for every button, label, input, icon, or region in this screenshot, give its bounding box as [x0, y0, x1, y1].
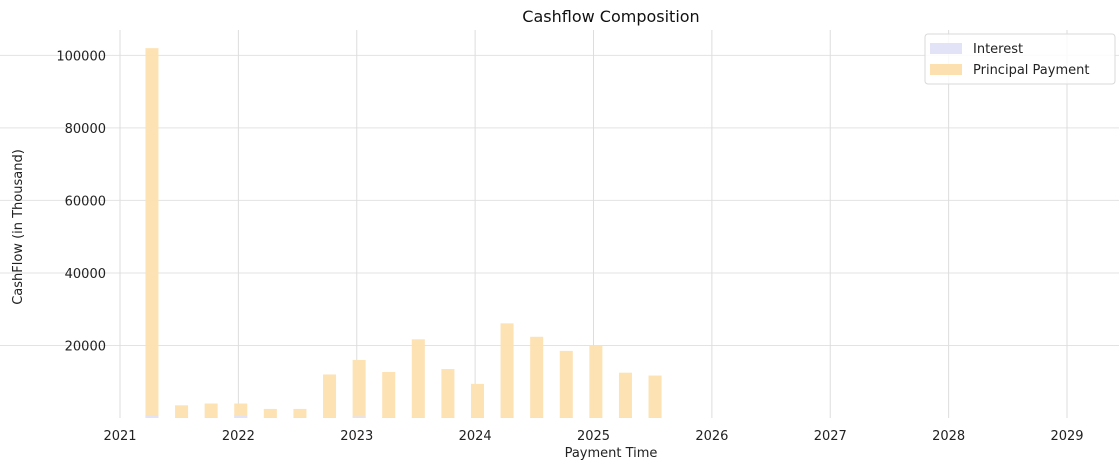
- bar-interest: [204, 417, 218, 418]
- y-tick-label: 40000: [65, 267, 106, 282]
- bar-principal-payment: [618, 372, 632, 418]
- x-axis-title: Payment Time: [565, 446, 658, 461]
- bar-interest: [530, 417, 544, 418]
- y-axis-title: CashFlow (in Thousand): [11, 149, 26, 305]
- x-tick-label: 2027: [814, 429, 847, 444]
- bar-interest: [648, 417, 662, 418]
- bar-principal-payment: [204, 403, 218, 418]
- bar-interest: [382, 417, 396, 418]
- x-tick-label: 2026: [695, 429, 728, 444]
- legend-label-interest: Interest: [973, 42, 1023, 57]
- bar-interest: [175, 417, 189, 418]
- bar-principal-payment: [382, 371, 396, 418]
- x-tick-labels: 2021 2022 2023 2024 2025 2026 2027 2028 2029: [103, 429, 1083, 444]
- bar-principal-payment: [145, 48, 159, 419]
- x-tick-label: 2029: [1050, 429, 1083, 444]
- bar-principal-payment: [500, 323, 514, 418]
- x-tick-label: 2025: [577, 429, 610, 444]
- bar-interest: [470, 417, 485, 418]
- x-tick-label: 2022: [222, 429, 255, 444]
- grid-layer: [0, 30, 1119, 418]
- bar-interest: [234, 415, 248, 418]
- bar-principal-payment: [263, 408, 277, 418]
- y-tick-label: 20000: [65, 339, 106, 354]
- bar-principal-payment: [441, 369, 455, 418]
- x-tick-label: 2021: [103, 429, 136, 444]
- y-tick-label: 80000: [65, 122, 106, 137]
- bar-interest: [411, 417, 425, 418]
- chart-title: Cashflow Composition: [522, 7, 699, 26]
- x-tick-label: 2028: [932, 429, 965, 444]
- bar-principal-payment: [530, 336, 544, 418]
- bar-interest: [589, 417, 603, 418]
- legend-box: [924, 33, 1116, 85]
- bar-principal-payment: [589, 345, 603, 418]
- x-tick-label: 2024: [459, 429, 492, 444]
- bar-principal-payment: [648, 375, 662, 418]
- y-tick-label: 100000: [56, 49, 106, 64]
- y-tick-label: 60000: [65, 194, 106, 209]
- bar-interest: [618, 417, 632, 418]
- bar-interest: [352, 416, 366, 418]
- bar-principal-payment: [559, 350, 573, 418]
- bar-interest: [559, 417, 573, 418]
- bar-interest: [145, 415, 159, 418]
- legend-swatch-interest: [930, 43, 962, 54]
- bar-interest: [263, 417, 277, 418]
- bar-principal-payment: [411, 339, 425, 418]
- bar-interest: [441, 417, 455, 418]
- y-tick-labels: 20000 40000 60000 80000 100000: [56, 49, 106, 354]
- bar-principal-payment: [293, 408, 307, 418]
- bar-principal-payment: [234, 403, 248, 418]
- bar-interest: [293, 417, 307, 418]
- bar-principal-payment: [323, 374, 337, 418]
- bar-principal-payment: [175, 405, 189, 418]
- legend-swatch-principal-payment: [930, 64, 962, 75]
- legend: Interest Principal Payment: [924, 33, 1116, 85]
- legend-label-principal-payment: Principal Payment: [973, 63, 1089, 78]
- x-tick-label: 2023: [340, 429, 373, 444]
- bars-layer: [145, 48, 662, 419]
- bar-interest: [323, 417, 337, 418]
- bar-principal-payment: [352, 359, 366, 418]
- bar-principal-payment: [470, 383, 485, 418]
- bar-interest: [500, 417, 514, 418]
